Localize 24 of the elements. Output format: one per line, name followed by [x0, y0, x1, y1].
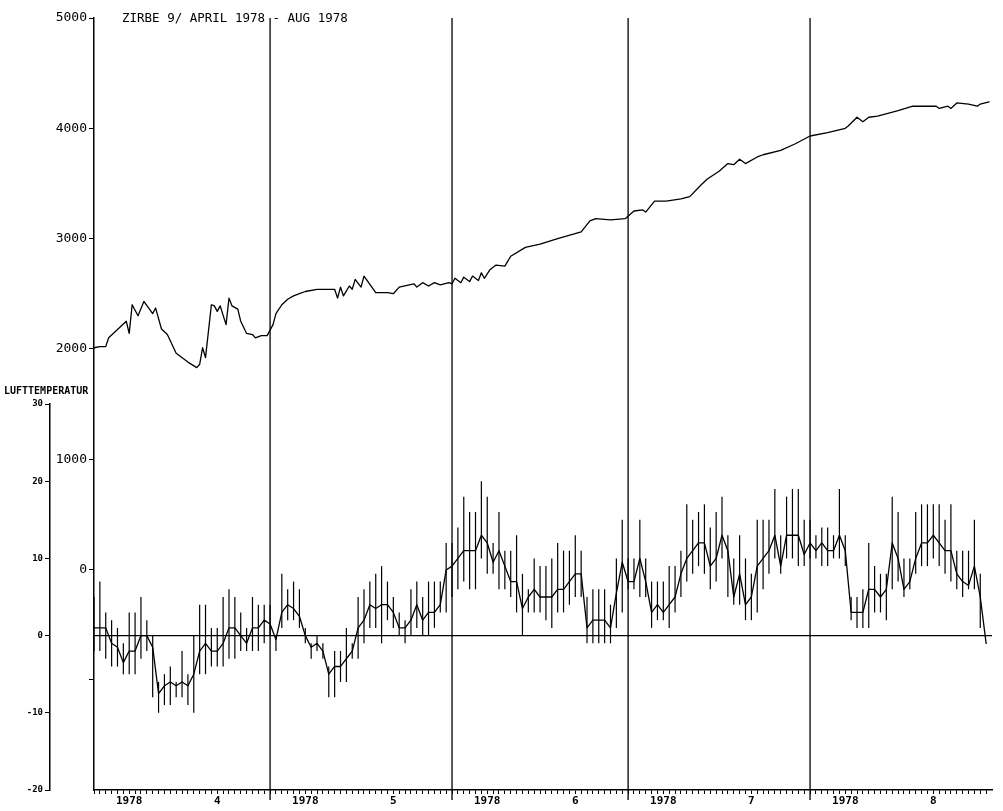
x-tick-label: 1978	[292, 794, 319, 808]
x-tick-label: 1978	[832, 794, 859, 808]
y2-tick-label: 0	[37, 629, 43, 640]
y-tick-label: 3000	[55, 229, 87, 245]
x-tick-label: 4	[213, 794, 221, 808]
y2-tick-label: 10	[32, 552, 43, 563]
x-tick-label: 6	[571, 794, 579, 808]
y-tick-label: 1000	[55, 450, 87, 466]
x-tick-label: 1978	[650, 794, 677, 808]
y2-tick-label: -10	[26, 707, 43, 718]
chart-title: ZIRBE 9/ APRIL 1978 - AUG 1978	[122, 10, 348, 26]
x-tick-label: 8	[929, 794, 937, 808]
y2-tick-label: 20	[32, 475, 43, 486]
x-tick-label: 5	[390, 794, 397, 808]
x-tick-label: 1978	[473, 794, 501, 808]
y2-tick-label: -20	[26, 784, 43, 795]
x-tick-label: 7	[748, 794, 755, 808]
y-tick-label: 4000	[55, 119, 87, 135]
y2-tick-label: 30	[32, 398, 43, 409]
y-tick-label: 2000	[55, 340, 87, 356]
y-tick-label: 0	[79, 560, 87, 576]
x-tick-label: 1978	[115, 794, 143, 808]
y-tick-label: 5000	[55, 9, 87, 25]
y2-axis-title: LUFTTEMPERATUR	[4, 384, 90, 396]
